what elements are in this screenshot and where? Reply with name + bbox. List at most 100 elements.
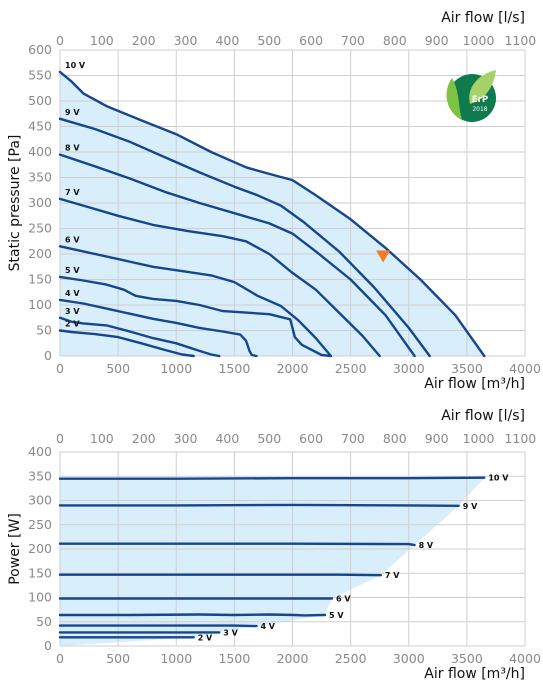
series-line-6v	[58, 245, 333, 358]
curve-label-3v: 3 V	[65, 307, 80, 316]
power-top-axis-label: Air flow [l/s]	[441, 408, 525, 424]
curve-label-7v: 7 V	[385, 571, 400, 580]
y-tick-label: 50	[36, 614, 52, 629]
y-tick-label: 200	[28, 246, 52, 261]
x-tick-label: 3000	[393, 361, 425, 376]
y-tick-label: 300	[28, 195, 52, 210]
x-tick-label: 500	[106, 651, 130, 666]
curve-label-8v: 8 V	[65, 144, 80, 153]
leaf-icon	[446, 78, 462, 120]
top-x-tick-label: 1000	[463, 33, 495, 48]
curve-label-5v: 5 V	[65, 266, 80, 275]
top-x-tick-label: 900	[425, 33, 449, 48]
top-x-tick-label: 600	[299, 33, 323, 48]
x-tick-label: 1000	[160, 361, 192, 376]
series-line-10v	[58, 476, 486, 480]
x-tick-label: 2500	[335, 651, 367, 666]
pressure-y-axis-label: Static pressure [Pa]	[7, 135, 23, 272]
top-x-tick-label: 100	[90, 33, 114, 48]
top-x-tick-label: 300	[174, 431, 198, 446]
series-line-7v	[58, 197, 381, 358]
y-tick-label: 350	[28, 170, 52, 185]
y-tick-label: 400	[28, 444, 52, 459]
pressure-ticks: 0 500 1000 1500 2000 2500 3000 3500 400005010015…	[28, 33, 541, 376]
erp-badge-year: 2018	[472, 106, 487, 113]
series-line-3v	[58, 316, 221, 358]
curve-label-7v: 7 V	[65, 188, 80, 197]
curve-label-10v: 10 V	[488, 474, 509, 483]
y-tick-label: 100	[28, 590, 52, 605]
top-x-tick-label: 800	[383, 33, 407, 48]
top-x-tick-label: 800	[383, 431, 407, 446]
curve-label-6v: 6 V	[336, 594, 351, 603]
power-chart: 0 500 1000 1500 2000 2500 3000 3500 400005010015…	[7, 408, 541, 682]
x-tick-label: 1500	[218, 651, 250, 666]
x-tick-label: 2000	[277, 651, 309, 666]
top-x-tick-label: 100	[90, 431, 114, 446]
y-tick-label: 550	[28, 68, 52, 83]
curve-label-2v: 2 V	[198, 633, 213, 642]
x-tick-label: 4000	[509, 361, 541, 376]
x-tick-label: 3500	[451, 361, 483, 376]
power-curves	[58, 476, 486, 639]
curve-label-2v: 2 V	[65, 320, 80, 329]
y-tick-label: 500	[28, 93, 52, 108]
x-tick-label: 3500	[451, 651, 483, 666]
power-curve-labels: 10 V 9 V 8 V 7 V 6 V 5 V 4 V 3 V 2 V	[198, 474, 510, 643]
top-x-tick-label: 200	[132, 33, 156, 48]
top-x-tick-label: 400	[215, 33, 239, 48]
x-tick-label: 0	[56, 651, 64, 666]
curve-label-3v: 3 V	[223, 628, 238, 637]
y-tick-label: 250	[28, 221, 52, 236]
series-line-10v	[58, 70, 486, 358]
erp-badge: ErP 2018	[446, 70, 496, 122]
y-tick-label: 150	[28, 565, 52, 580]
curve-label-10v: 10 V	[65, 61, 86, 70]
series-line-5v	[58, 613, 327, 617]
top-x-tick-label: 500	[257, 33, 281, 48]
y-tick-label: 450	[28, 119, 52, 134]
y-tick-label: 250	[28, 517, 52, 532]
pressure-top-axis-label: Air flow [l/s]	[441, 10, 525, 26]
x-tick-label: 2000	[277, 361, 309, 376]
y-tick-label: 600	[28, 42, 52, 57]
y-tick-label: 0	[44, 348, 52, 363]
erp-badge-text: ErP	[472, 95, 488, 105]
power-ticks: 0 500 1000 1500 2000 2500 3000 3500 400005010015…	[28, 431, 541, 666]
top-x-tick-label: 500	[257, 431, 281, 446]
duty-point-marker	[376, 250, 391, 263]
pressure-x-axis-label: Air flow [m³/h]	[424, 376, 525, 392]
top-x-tick-label: 0	[56, 33, 64, 48]
series-line-5v	[58, 275, 333, 358]
series-line-2v	[58, 329, 195, 358]
series-line-8v	[58, 153, 416, 358]
curve-label-6v: 6 V	[65, 235, 80, 244]
x-tick-label: 0	[56, 361, 64, 376]
top-x-tick-label: 1100	[504, 431, 536, 446]
top-x-tick-label: 200	[132, 431, 156, 446]
curve-label-5v: 5 V	[329, 611, 344, 620]
y-tick-label: 300	[28, 493, 52, 508]
series-line-4v	[58, 624, 258, 628]
top-x-tick-label: 1000	[463, 431, 495, 446]
leaf-icon-secondary	[469, 70, 496, 104]
y-tick-label: 150	[28, 272, 52, 287]
top-x-tick-label: 900	[425, 431, 449, 446]
pressure-envelope-fill	[60, 71, 485, 357]
top-x-tick-label: 600	[299, 431, 323, 446]
x-tick-label: 4000	[509, 651, 541, 666]
pressure-curves	[58, 70, 486, 358]
top-x-tick-label: 400	[215, 431, 239, 446]
top-x-tick-label: 700	[341, 33, 365, 48]
pressure-curve-labels: 10 V 9 V 8 V 7 V 6 V 5 V 4 V 3 V 2 V	[65, 61, 86, 329]
y-tick-label: 50	[36, 323, 52, 338]
y-tick-label: 350	[28, 468, 52, 483]
pressure-grid	[59, 49, 526, 357]
x-tick-label: 1500	[218, 361, 250, 376]
power-envelope-fill	[60, 477, 485, 646]
x-tick-label: 2500	[335, 361, 367, 376]
y-tick-label: 100	[28, 297, 52, 312]
series-line-4v	[58, 298, 258, 358]
y-tick-label: 400	[28, 144, 52, 159]
